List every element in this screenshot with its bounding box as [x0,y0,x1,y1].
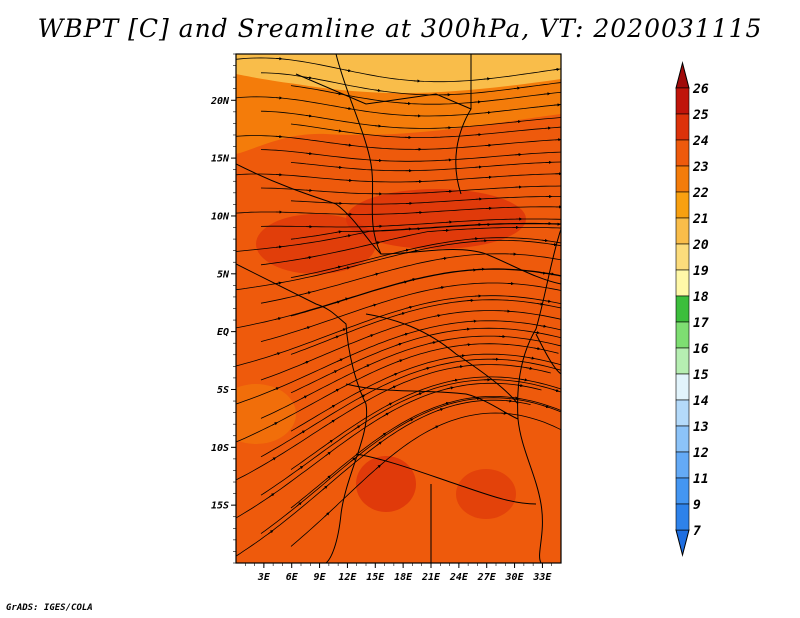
colorbar-segment [675,243,690,271]
colorbar-label: 24 [692,134,709,149]
grads-credit: GrADS: IGES/COLA [6,603,93,613]
colorbar-segment [675,139,690,167]
colorbar-label: 12 [693,446,709,461]
y-tick-label: 15N [211,154,230,165]
colorbar-label: 26 [692,82,709,97]
x-axis: 3E 6E 9E 12E 15E 18E 21E 24E 27E 30E 33E [244,563,552,583]
chart-title: WBPT [C] and Sreamline at 300hPa, VT: 20… [37,14,763,43]
colorbar-label: 16 [693,342,709,357]
x-tick-label: 6E [286,572,299,583]
colorbar-label: 23 [692,160,709,175]
y-tick-label: 20N [210,96,230,107]
y-axis: 20N 15N 10N 5N EQ 5S 10S 15S [210,53,236,564]
colorbar-segment [675,321,690,349]
colorbar-segment [675,451,690,479]
colorbar-label: 25 [692,108,709,123]
streamlines [236,57,561,557]
x-tick-label: 12E [338,572,357,583]
x-tick-label: 21E [421,572,441,583]
y-tick-label: 10N [211,211,230,222]
colorbar-segment [675,113,690,141]
x-tick-label: 30E [505,572,525,583]
y-tick-label: 5S [217,385,229,396]
colorbar-label: 22 [692,186,709,201]
map-area [236,54,561,563]
colorbar-segment [675,477,690,505]
colorbar-segment [675,503,690,531]
colorbar-label: 13 [693,420,709,435]
y-tick-label: EQ [217,327,229,338]
colorbar-bottom-arrow [675,529,690,557]
colorbar-label: 17 [693,316,709,331]
colorbar-segment [675,295,690,323]
x-tick-label: 24E [449,572,469,583]
y-tick-label: 10S [211,443,229,454]
x-tick-label: 15E [366,572,385,583]
colorbar-label: 18 [693,290,709,305]
x-tick-label: 27E [477,572,497,583]
colorbar-segment [675,347,690,375]
colorbar-label: 7 [693,524,701,539]
colorbar-segment [675,165,690,193]
colorbar-label: 19 [693,264,709,279]
colorbar-segment [675,87,690,115]
colorbar-top-arrow [675,61,690,89]
colorbar-label: 15 [693,368,709,383]
y-tick-label: 5N [217,269,230,280]
y-tick-label: 15S [211,501,229,512]
x-tick-label: 9E [314,572,327,583]
x-tick-label: 3E [257,572,271,583]
colorbar-segment [675,217,690,245]
colorbar-segment [675,425,690,453]
wbpt-shading [236,54,561,563]
colorbar-segment [675,269,690,297]
colorbar-label: 9 [693,498,701,513]
x-tick-label: 18E [394,572,413,583]
x-tick-label: 33E [532,572,552,583]
colorbar: 7 9 11 12 13 14 15 16 17 18 19 20 21 22 23 24 25 26 [675,61,709,557]
colorbar-label: 14 [693,394,709,409]
colorbar-segment [675,191,690,219]
colorbar-label: 21 [692,212,709,227]
colorbar-segment [675,373,690,401]
colorbar-label: 20 [692,238,709,253]
colorbar-label: 11 [693,472,709,487]
colorbar-segment [675,399,690,427]
